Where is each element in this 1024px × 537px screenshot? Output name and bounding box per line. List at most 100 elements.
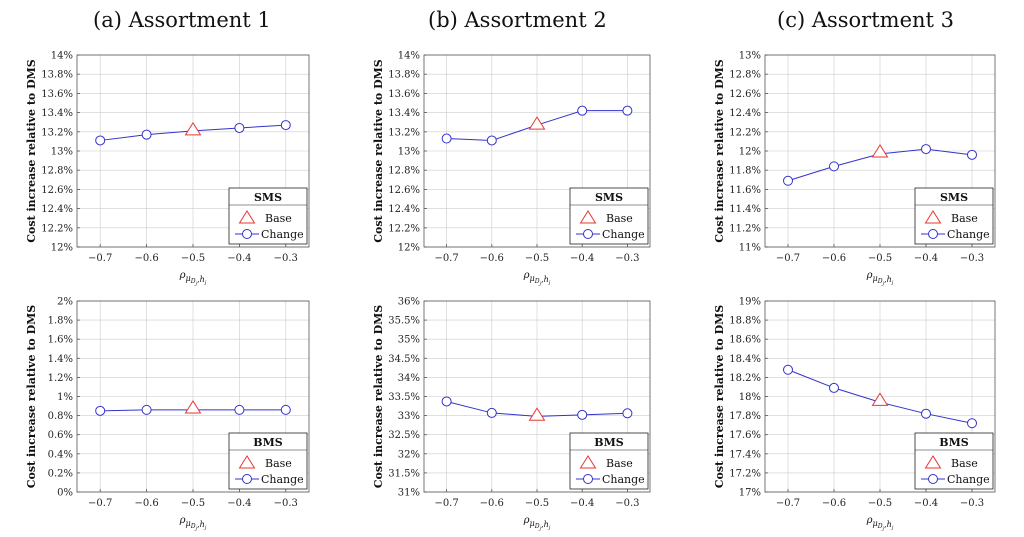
x-tick-label: −0.3 [960,253,984,264]
data-point-change [622,408,633,419]
y-tick-label: 12.4% [729,108,761,119]
legend-base-marker [579,455,597,469]
panel-title-b: (b) Assortment 2 [428,8,607,32]
data-point-base [184,400,202,414]
y-axis-label: Cost increase relative to DMS [372,59,385,243]
legend-box [228,187,308,245]
y-tick-label: 18.2% [729,373,761,384]
y-tick-label: 32.5% [388,430,420,441]
y-tick-label: 0.8% [48,411,73,422]
y-tick-label: 1.6% [48,335,73,346]
data-point-change [141,404,152,415]
legend-title: SMS [254,191,282,204]
y-axis-label: Cost increase relative to DMS [372,305,385,489]
y-tick-label: 35.5% [388,316,420,327]
y-tick-label: 13.6% [388,89,420,100]
y-tick-label: 1% [57,392,73,403]
legend-base-marker [238,455,256,469]
y-tick-label: 13.6% [41,89,73,100]
legend-base-marker [238,210,256,224]
y-axis-label: Cost increase relative to DMS [25,305,38,489]
y-tick-label: 34.5% [388,354,420,365]
y-tick-label: 33% [398,411,420,422]
legend: BMS Base Change [569,432,649,490]
y-tick-label: 32% [398,449,420,460]
y-tick-label: 0.6% [48,430,73,441]
y-tick-label: 12.6% [41,185,73,196]
legend-base-label: Base [606,457,633,470]
y-tick-label: 12.8% [41,166,73,177]
y-tick-label: 0.4% [48,449,73,460]
legend-box [914,187,994,245]
legend: BMS Base Change [914,432,994,490]
chart-b-bottom: 31% 31.5% 32% 32.5% 33% 33.5% 34% 34.5% 35% 35.5%… [372,297,651,532]
legend-title: BMS [594,436,623,449]
y-tick-label: 36% [398,297,420,308]
legend-change-marker [928,229,938,239]
x-tick-label: −0.4 [570,253,594,264]
y-axis-label: Cost increase relative to DMS [713,59,726,243]
x-tick-label: −0.5 [525,498,549,509]
x-tick-label: −0.5 [525,253,549,264]
legend-box [569,432,649,490]
legend-base-label: Base [606,212,633,225]
y-tick-label: 17.6% [729,430,761,441]
x-tick-label: −0.3 [615,253,639,264]
data-point-change [967,418,977,429]
y-axis-label: Cost increase relative to DMS [713,305,726,489]
y-tick-label: 31.5% [388,468,420,479]
y-tick-label: 1.8% [48,316,73,327]
y-tick-label: 33.5% [388,392,420,403]
x-axis-label: ρμDj,hj [179,515,207,532]
x-axis-label: ρμDj,hj [866,515,894,532]
y-tick-label: 35% [398,335,420,346]
y-tick-label: 13.2% [41,127,73,138]
y-tick-label: 12.2% [388,223,420,234]
y-tick-label: 17.4% [729,449,761,460]
x-tick-label: −0.6 [822,498,846,509]
y-tick-label: 11.8% [729,166,761,177]
chart-c-bottom: 17% 17.2% 17.4% 17.6% 17.8% 18% 18.2% 18.4% 18.6… [713,297,996,532]
x-axis-label: ρμDj,hj [523,270,551,287]
y-tick-label: 18.4% [729,354,761,365]
legend-title: SMS [940,191,968,204]
panel-title-a: (a) Assortment 1 [93,8,271,32]
y-tick-label: 18.6% [729,335,761,346]
x-tick-label: −0.4 [914,498,938,509]
data-point-base [528,116,546,130]
data-point-change [234,404,245,415]
x-tick-label: −0.7 [434,253,458,264]
data-point-change [967,149,977,160]
y-tick-label: 13% [398,147,420,158]
legend-base-marker [924,210,942,224]
data-point-change [95,135,106,146]
y-tick-label: 11.2% [729,223,761,234]
y-tick-label: 12.2% [729,127,761,138]
data-point-change [280,120,291,131]
data-point-change [829,382,839,393]
data-point-base [528,407,546,421]
data-point-change [95,405,106,416]
legend-base-marker [924,455,942,469]
legend-change-marker [928,474,938,484]
x-tick-label: −0.4 [227,253,251,264]
y-tick-label: 1.4% [48,354,73,365]
data-point-change [921,408,931,419]
data-point-change [622,105,633,116]
data-point-change [921,144,931,155]
x-axis-label: ρμDj,hj [523,515,551,532]
legend: SMS Base Change [914,187,994,245]
y-tick-label: 12% [398,243,420,254]
panel-title-c: (c) Assortment 3 [777,8,955,32]
data-point-change [577,105,588,116]
legend-base-label: Base [265,212,292,225]
y-tick-label: 12.8% [388,166,420,177]
y-tick-label: 12.6% [729,89,761,100]
y-tick-label: 13.4% [388,108,420,119]
x-tick-label: −0.6 [134,253,158,264]
data-point-change [486,407,497,418]
x-tick-label: −0.6 [480,498,504,509]
y-tick-label: 18.8% [729,316,761,327]
y-tick-label: 13% [739,51,761,62]
data-point-change [829,161,839,172]
